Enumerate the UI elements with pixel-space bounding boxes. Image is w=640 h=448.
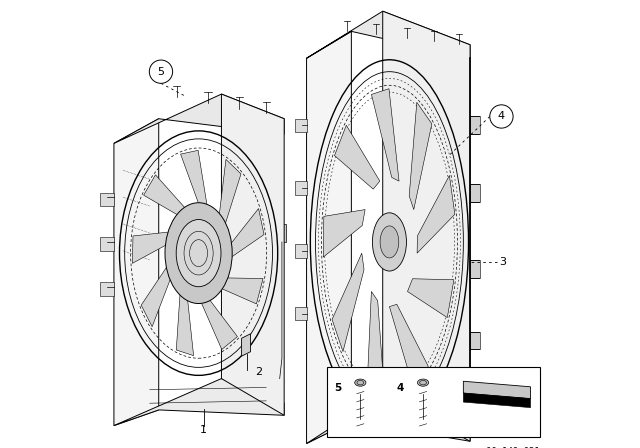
- Bar: [470, 116, 480, 134]
- Text: 4: 4: [498, 112, 505, 121]
- Polygon shape: [180, 151, 208, 212]
- Polygon shape: [114, 94, 284, 143]
- Bar: [296, 119, 307, 132]
- Text: 00 149 021: 00 149 021: [486, 447, 540, 448]
- Ellipse shape: [176, 220, 221, 287]
- Text: 5: 5: [157, 67, 164, 77]
- Polygon shape: [383, 11, 470, 441]
- Polygon shape: [389, 304, 428, 386]
- Polygon shape: [371, 89, 399, 181]
- Polygon shape: [217, 278, 263, 304]
- Bar: [296, 181, 307, 195]
- Ellipse shape: [355, 379, 366, 386]
- Polygon shape: [307, 11, 470, 58]
- Polygon shape: [176, 286, 194, 356]
- Bar: [100, 282, 114, 296]
- Polygon shape: [143, 175, 189, 218]
- Ellipse shape: [165, 202, 232, 304]
- Polygon shape: [367, 292, 385, 395]
- Ellipse shape: [417, 379, 429, 386]
- Polygon shape: [227, 208, 264, 261]
- Polygon shape: [114, 119, 159, 426]
- Polygon shape: [221, 94, 284, 415]
- Ellipse shape: [380, 226, 399, 258]
- Text: 1: 1: [200, 425, 207, 435]
- Polygon shape: [417, 176, 455, 253]
- Polygon shape: [463, 393, 531, 408]
- Polygon shape: [141, 261, 173, 327]
- Polygon shape: [241, 334, 250, 356]
- Polygon shape: [409, 102, 432, 210]
- Bar: [470, 184, 480, 202]
- Polygon shape: [323, 210, 365, 257]
- Polygon shape: [114, 379, 284, 426]
- Bar: [326, 367, 540, 437]
- Ellipse shape: [372, 213, 406, 271]
- Polygon shape: [408, 279, 454, 318]
- Text: 4: 4: [397, 383, 404, 393]
- Bar: [100, 237, 114, 251]
- Circle shape: [490, 105, 513, 128]
- Polygon shape: [198, 295, 237, 349]
- Circle shape: [149, 60, 173, 83]
- Polygon shape: [335, 125, 380, 189]
- Bar: [277, 224, 287, 242]
- Polygon shape: [332, 253, 364, 352]
- Bar: [296, 244, 307, 258]
- Text: 5: 5: [334, 383, 342, 393]
- Text: 3: 3: [499, 257, 506, 267]
- Polygon shape: [218, 159, 241, 232]
- Bar: [470, 332, 480, 349]
- Polygon shape: [463, 381, 531, 399]
- Polygon shape: [307, 394, 470, 444]
- Text: 2: 2: [255, 367, 262, 377]
- Bar: [470, 260, 480, 278]
- Bar: [296, 307, 307, 320]
- Polygon shape: [307, 31, 351, 444]
- Bar: [100, 193, 114, 206]
- Polygon shape: [132, 232, 174, 263]
